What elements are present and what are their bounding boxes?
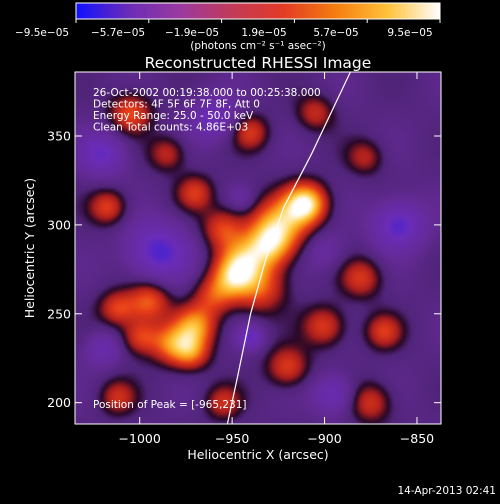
colorbar-tick-label: −1.9e−05: [165, 27, 219, 39]
plot-area: [75, 72, 441, 424]
y-tick-label: 250: [47, 306, 71, 321]
y-tick-label: 300: [47, 217, 71, 232]
footer-timestamp: 14-Apr-2013 02:41: [397, 485, 496, 497]
annotation-clean-counts: Clean Total counts: 4.86E+03: [93, 122, 248, 134]
x-tick-label: −1000: [119, 431, 161, 446]
colorbar-tick-label: −5.7e−05: [91, 27, 145, 39]
x-tick-label: −950: [215, 431, 249, 446]
colorbar-tick-label: 5.7e−05: [313, 27, 358, 39]
solar-limb-line: [226, 72, 351, 424]
y-tick-label: 350: [47, 129, 71, 144]
x-tick-label: −850: [400, 431, 434, 446]
heatmap-image: [75, 72, 441, 424]
colorbar: [75, 2, 441, 20]
y-axis-label: Heliocentric Y (arcsec): [22, 178, 37, 318]
y-axis-ticks: 200 250 300 350: [47, 129, 441, 410]
annotation-peak-position: Position of Peak = [-965,231]: [93, 399, 247, 411]
plot-frame: [74, 71, 442, 425]
chart-title: Reconstructed RHESSI Image: [145, 54, 372, 72]
y-tick-label: 200: [47, 395, 71, 410]
colorbar-tick-label: −9.5e−05: [15, 27, 69, 39]
annotation-energy-range: Energy Range: 25.0 - 50.0 keV: [93, 110, 254, 122]
annotation-detectors: Detectors: 4F 5F 6F 7F 8F, Att 0: [93, 99, 260, 111]
annotation-time-range: 26-Oct-2002 00:19:38.000 to 00:25:38.000: [93, 87, 321, 99]
x-tick-label: −900: [307, 431, 341, 446]
x-axis-ticks: −1000 −950 −900 −850: [119, 72, 434, 446]
colorbar-units: (photons cm⁻² s⁻¹ asec⁻²): [190, 40, 325, 52]
colorbar-tick-label: 1.9e−05: [241, 27, 286, 39]
x-axis-label: Heliocentric X (arcsec): [187, 447, 328, 462]
colorbar-ticks: −9.5e−05 −5.7e−05 −1.9e−05 1.9e−05 5.7e−05 9.…: [15, 19, 441, 39]
colorbar-tick-label: 9.5e−05: [387, 27, 432, 39]
